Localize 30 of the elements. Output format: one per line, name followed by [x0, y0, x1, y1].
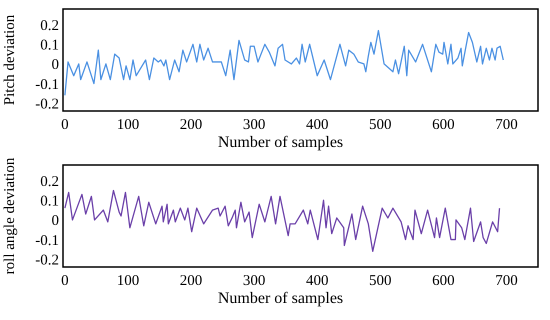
x-tick-label: 300	[242, 117, 266, 133]
x-tick-label: 200	[180, 117, 202, 133]
line-series	[64, 190, 500, 252]
x-tick-label: 400	[306, 117, 328, 133]
x-tick-label: 700	[495, 273, 518, 289]
y-tick-label: -0.2	[35, 96, 59, 112]
x-tick-label: 100	[116, 273, 140, 289]
x-tick-label: 300	[242, 273, 266, 289]
x-tick-label: 600	[432, 273, 455, 289]
y-tick-label: 0.1	[40, 194, 59, 210]
y-tick-label: 0	[52, 213, 59, 230]
x-tick-label: 200	[180, 273, 202, 289]
x-axis-title: Number of samples	[218, 134, 344, 151]
x-tick-label: 400	[306, 273, 328, 289]
line-series	[64, 30, 504, 96]
y-axis-title: roll angle deviation	[2, 157, 18, 274]
x-tick-label: 100	[116, 117, 140, 133]
y-tick-label: 0.1	[40, 38, 59, 54]
y-tick-label: 0.2	[40, 174, 59, 190]
y-tick-label: -0.1	[35, 232, 59, 249]
x-tick-label: 500	[369, 273, 392, 289]
y-axis-title: Pitch deviation	[2, 14, 18, 106]
x-tick-label: 700	[495, 117, 518, 133]
y-tick-label: -0.1	[35, 76, 59, 93]
y-tick-label: 0.2	[40, 18, 59, 34]
x-tick-label: 600	[432, 117, 455, 133]
x-axis-title: Number of samples	[218, 290, 344, 307]
y-tick-label: -0.2	[35, 252, 59, 268]
x-tick-label: 500	[369, 117, 392, 133]
y-tick-label: 0	[52, 57, 59, 74]
